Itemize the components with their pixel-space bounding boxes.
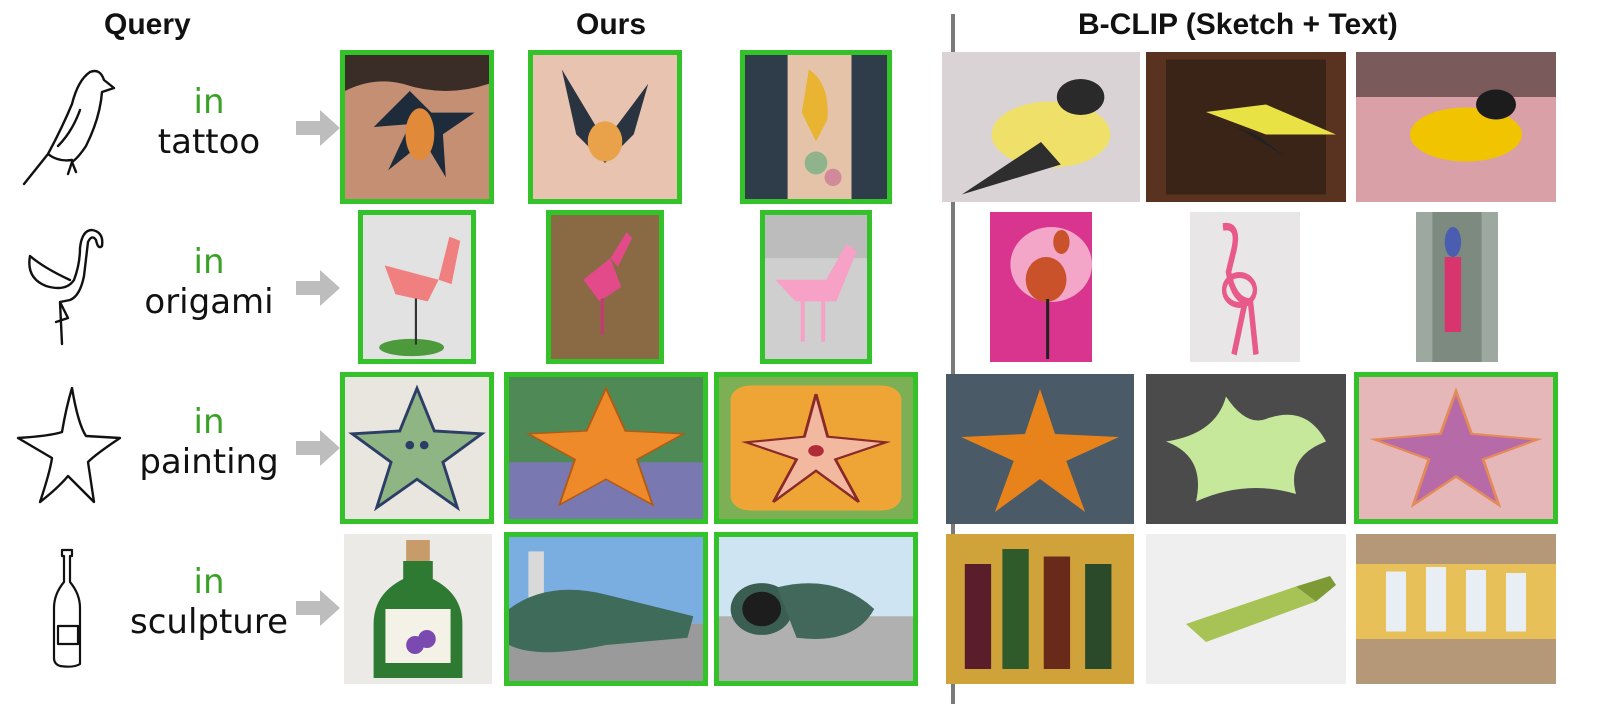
ours-header: Ours [576,8,647,41]
result-ours-r3-c1 [340,372,494,524]
query-header: Query [104,8,191,41]
result-bclip-r2-c1 [990,212,1092,362]
result-bclip-r1-c1 [942,52,1140,202]
arrow-icon [296,590,340,626]
result-ours-r1-c1 [340,50,494,204]
query-text-row-3: in painting [124,402,294,482]
in-word: in [193,242,225,282]
result-ours-r1-c3 [740,50,892,204]
flamingo-sketch-icon [28,228,104,346]
domain-word: tattoo [157,122,261,162]
domain-word: origami [144,282,274,322]
arrow-icon [296,110,340,146]
result-ours-r1-c2 [528,50,682,204]
column-divider [951,14,955,704]
in-word: in [193,402,225,442]
starfish-sketch-icon [16,386,122,504]
result-bclip-r2-c2 [1190,212,1300,362]
result-ours-r4-c3 [714,532,918,686]
result-ours-r2-c2 [546,210,664,364]
result-bclip-r3-c2 [1146,374,1346,524]
bclip-header: B-CLIP (Sketch + Text) [1078,8,1398,41]
bottle-sketch-icon [52,548,82,668]
query-text-row-2: in origami [124,242,294,322]
result-bclip-r3-c3 [1354,372,1558,524]
result-bclip-r2-c3 [1416,212,1498,362]
result-bclip-r4-c1 [946,534,1134,684]
arrow-icon [296,430,340,466]
result-ours-r3-c3 [714,372,918,524]
result-bclip-r4-c2 [1146,534,1346,684]
result-ours-r2-c3 [760,210,872,364]
domain-word: sculpture [129,602,288,642]
domain-word: painting [139,442,279,482]
result-ours-r2-c1 [358,210,476,364]
arrow-icon [296,270,340,306]
result-ours-r4-c1 [344,534,492,684]
result-bclip-r3-c1 [946,374,1134,524]
result-ours-r3-c2 [504,372,708,524]
bird-sketch-icon [22,69,116,186]
query-text-row-4: in sculpture [124,562,294,642]
result-bclip-r1-c3 [1356,52,1556,202]
result-bclip-r1-c2 [1146,52,1346,202]
query-text-row-1: in tattoo [124,82,294,162]
in-word: in [193,562,225,602]
result-ours-r4-c2 [504,532,708,686]
result-bclip-r4-c3 [1356,534,1556,684]
in-word: in [193,82,225,122]
